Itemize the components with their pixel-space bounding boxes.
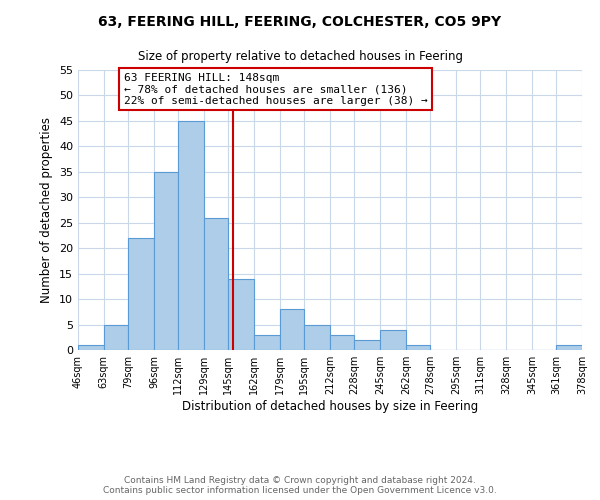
Bar	[304, 324, 330, 350]
Text: 63, FEERING HILL, FEERING, COLCHESTER, CO5 9PY: 63, FEERING HILL, FEERING, COLCHESTER, C…	[98, 15, 502, 29]
Bar	[204, 218, 228, 350]
Bar	[254, 334, 280, 350]
X-axis label: Distribution of detached houses by size in Feering: Distribution of detached houses by size …	[182, 400, 478, 413]
Text: Size of property relative to detached houses in Feering: Size of property relative to detached ho…	[137, 50, 463, 63]
Bar	[128, 238, 154, 350]
Y-axis label: Number of detached properties: Number of detached properties	[40, 117, 53, 303]
Bar	[380, 330, 406, 350]
Bar	[280, 310, 304, 350]
Text: 63 FEERING HILL: 148sqm
← 78% of detached houses are smaller (136)
22% of semi-d: 63 FEERING HILL: 148sqm ← 78% of detache…	[124, 72, 427, 106]
Bar	[228, 278, 254, 350]
Bar	[178, 121, 204, 350]
Bar	[330, 334, 354, 350]
Bar	[556, 345, 582, 350]
Bar	[78, 345, 104, 350]
Bar	[104, 324, 128, 350]
Bar	[154, 172, 178, 350]
Text: Contains HM Land Registry data © Crown copyright and database right 2024.
Contai: Contains HM Land Registry data © Crown c…	[103, 476, 497, 495]
Bar	[406, 345, 430, 350]
Bar	[354, 340, 380, 350]
